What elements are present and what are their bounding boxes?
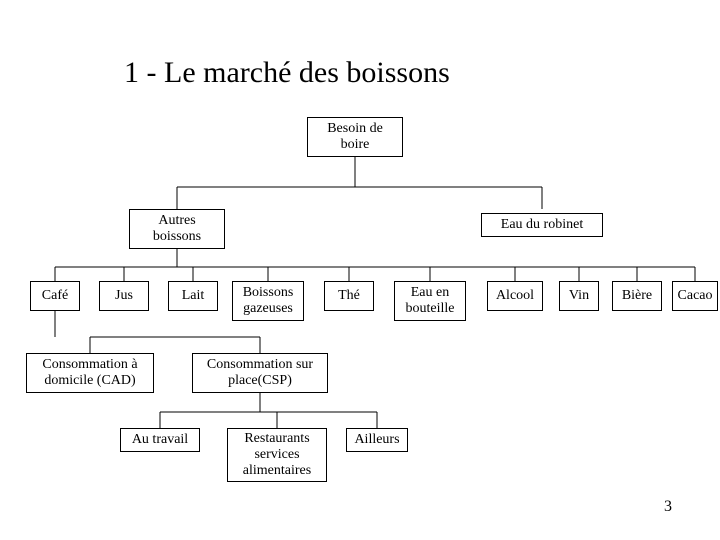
node-csp: Consommation surplace(CSP) (192, 353, 328, 393)
node-alcool: Alcool (487, 281, 543, 311)
page-number: 3 (664, 498, 672, 516)
node-the: Thé (324, 281, 374, 311)
node-eau-robinet: Eau du robinet (481, 213, 603, 237)
node-ailleurs: Ailleurs (346, 428, 408, 452)
node-cad: Consommation àdomicile (CAD) (26, 353, 154, 393)
connector-lines (0, 0, 720, 540)
node-restaurants: Restaurantsservicesalimentaires (227, 428, 327, 482)
node-cafe: Café (30, 281, 80, 311)
node-lait: Lait (168, 281, 218, 311)
node-vin: Vin (559, 281, 599, 311)
node-autres: Autresboissons (129, 209, 225, 249)
node-gazeuses: Boissonsgazeuses (232, 281, 304, 321)
node-biere: Bière (612, 281, 662, 311)
diagram-canvas: 1 - Le marché des boissons Besoin deboir… (0, 0, 720, 540)
node-root: Besoin deboire (307, 117, 403, 157)
node-cacao: Cacao (672, 281, 718, 311)
node-au-travail: Au travail (120, 428, 200, 452)
node-jus: Jus (99, 281, 149, 311)
node-eau-bouteille: Eau enbouteille (394, 281, 466, 321)
